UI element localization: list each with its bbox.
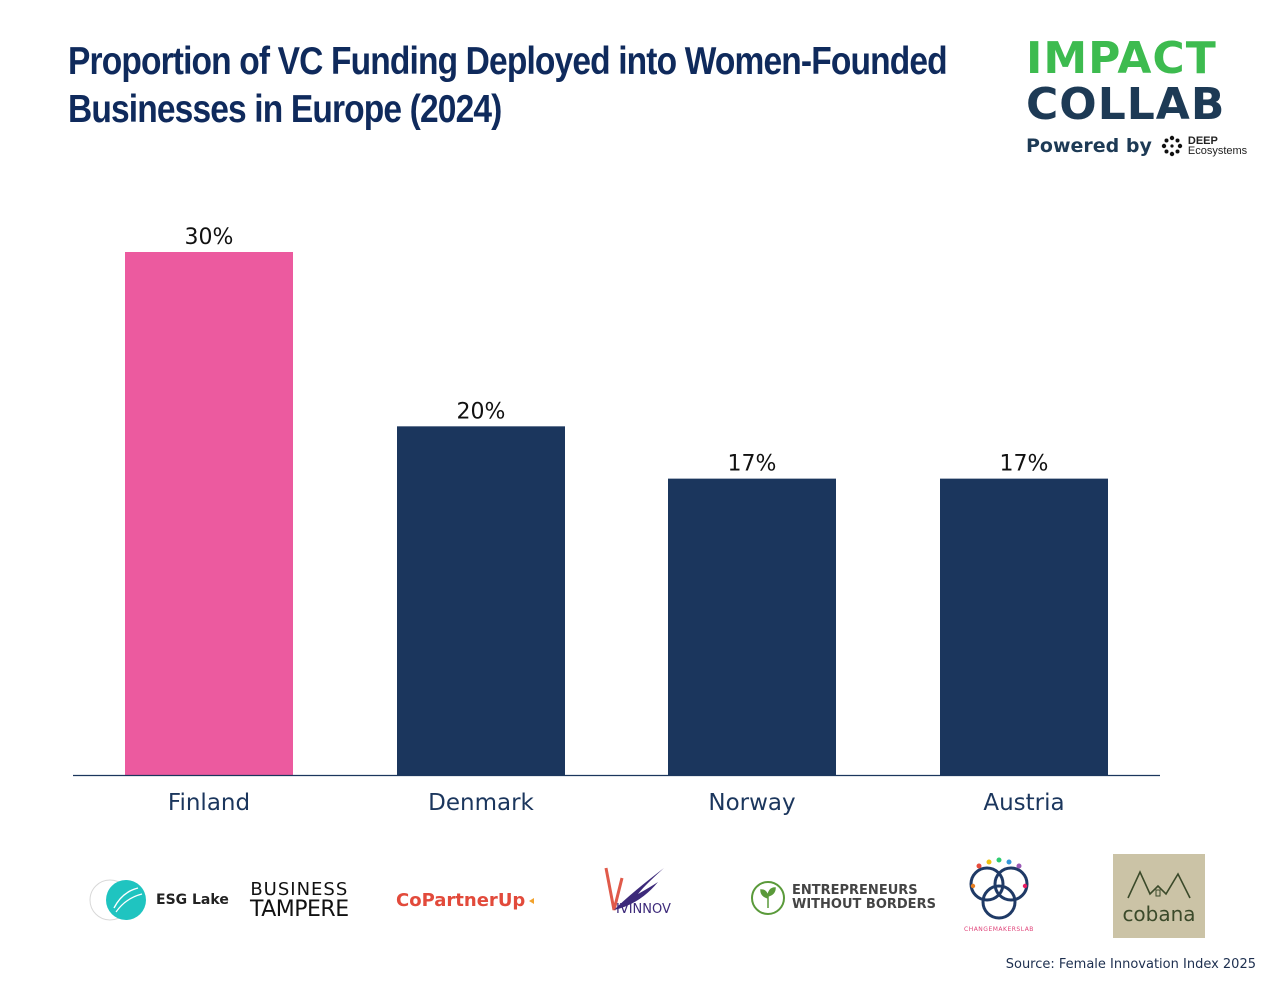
impact-collab-logo: IMPACT COLLAB Powered by DEEP Ecosystems bbox=[1026, 36, 1266, 158]
chart-title-line-2: Businesses in Europe (2024) bbox=[68, 88, 502, 131]
category-label-norway: Norway bbox=[708, 790, 795, 816]
brand-impact: IMPACT bbox=[1026, 33, 1217, 84]
bar-norway bbox=[668, 478, 836, 775]
bar-finland bbox=[125, 252, 293, 775]
bar-austria bbox=[940, 478, 1108, 775]
bar-denmark bbox=[397, 426, 565, 775]
business-tampere-line-2: TAMPERE bbox=[250, 897, 349, 922]
partner-logos-row: ESG Lake BUSINESS TAMPERE CoPartnerUp IV… bbox=[80, 850, 1220, 945]
ewb-line-2: WITHOUT BORDERS bbox=[792, 897, 936, 912]
copartnerup-arrow-icon bbox=[529, 897, 535, 904]
cobana-label: cobana bbox=[1122, 902, 1196, 926]
value-label-norway: 17% bbox=[728, 452, 777, 477]
category-label-austria: Austria bbox=[983, 790, 1064, 816]
vivinnov-label: IVINNOV bbox=[616, 902, 671, 917]
value-label-denmark: 20% bbox=[457, 399, 506, 424]
source-note: Source: Female Innovation Index 2025 bbox=[1005, 957, 1256, 972]
changemakerslab-label: CHANGEMAKERSLAB bbox=[964, 926, 1034, 933]
value-label-finland: 30% bbox=[185, 225, 234, 250]
esg-lake-label: ESG Lake bbox=[156, 892, 229, 908]
entrepreneurs-without-borders-logo: ENTREPRENEURS WITHOUT BORDERS bbox=[750, 880, 936, 916]
changemakerslab-logo: CHANGEMAKERSLAB bbox=[964, 856, 1034, 933]
chart-title-line-1: Proportion of VC Funding Deployed into W… bbox=[68, 40, 948, 83]
ecosystems-label: Ecosystems bbox=[1187, 145, 1248, 157]
category-label-finland: Finland bbox=[168, 790, 250, 816]
category-label-denmark: Denmark bbox=[428, 790, 534, 816]
ewb-leaf-icon bbox=[751, 881, 785, 915]
brand-collab: COLLAB bbox=[1026, 79, 1226, 130]
copartnerup-label: CoPartnerUp bbox=[396, 890, 526, 911]
deep-label: DEEP bbox=[1187, 135, 1218, 147]
cobana-logo: cobana bbox=[1113, 854, 1205, 938]
powered-by-label: Powered by bbox=[1026, 135, 1152, 157]
value-label-austria: 17% bbox=[1000, 452, 1049, 477]
business-tampere-line-1: BUSINESS bbox=[250, 879, 349, 900]
changemakerslab-rings-icon bbox=[969, 857, 1029, 920]
vivinnov-bird-icon bbox=[604, 867, 664, 911]
deep-ecosystems-logo: DEEP Ecosystems bbox=[1160, 134, 1247, 158]
ewb-line-1: ENTREPRENEURS bbox=[792, 883, 918, 898]
copartnerup-logo: CoPartnerUp bbox=[396, 890, 538, 911]
chart-title: Proportion of VC Funding Deployed into W… bbox=[68, 38, 948, 134]
cobana-mountains-icon bbox=[1127, 870, 1191, 899]
powered-by-row: Powered by DEEP Ecosystems bbox=[1026, 134, 1266, 158]
business-tampere-logo: BUSINESS TAMPERE bbox=[250, 879, 349, 922]
esg-lake-logo: ESG Lake bbox=[88, 878, 229, 922]
vivinnov-logo: IVINNOV bbox=[600, 864, 671, 920]
esg-lake-icon bbox=[89, 879, 146, 921]
deep-dots-icon bbox=[1161, 135, 1183, 157]
